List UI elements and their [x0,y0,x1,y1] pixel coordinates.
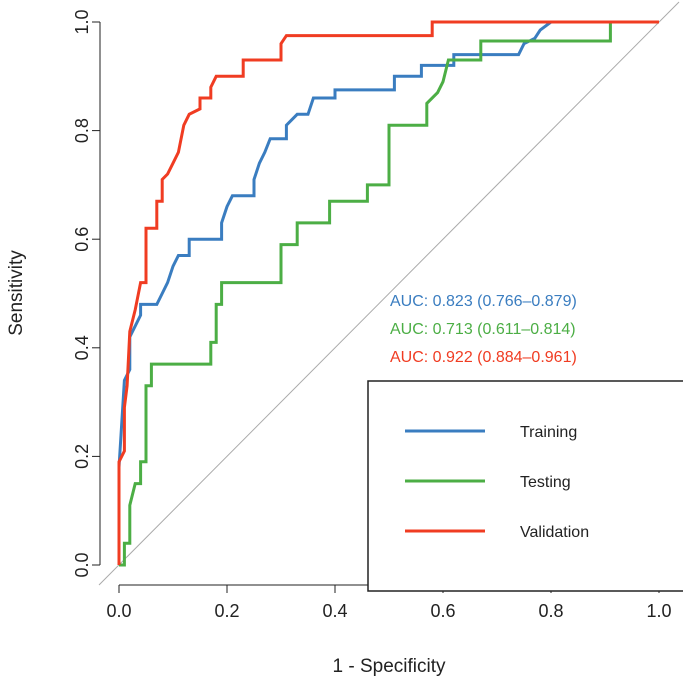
y-tick-label: 0.6 [72,227,92,252]
x-tick-label: 0.0 [106,601,131,621]
legend-box [367,380,683,592]
y-axis-label: Sensitivity [6,250,27,336]
y-tick-label: 0.8 [72,118,92,143]
roc-curve-training [117,20,659,565]
auc-label-testing: AUC: 0.713 (0.611–0.814) [390,321,576,338]
auc-label-training: AUC: 0.823 (0.766–0.879) [390,293,577,310]
y-axis: 0.0 0.2 0.4 0.6 0.8 1.0 [72,9,101,578]
x-axis-label: 1 - Specificity [333,656,446,677]
y-tick-label: 1.0 [72,9,92,34]
legend-label-validation: Validation [520,524,589,541]
y-tick-label: 0.2 [72,444,92,469]
x-tick-label: 1.0 [646,601,671,621]
legend-label-training: Training [520,424,577,441]
diagonal-reference-line [98,1,680,586]
roc-curve-testing [119,20,659,567]
auc-label-validation: AUC: 0.922 (0.884–0.961) [390,349,577,366]
x-tick-label: 0.4 [322,601,347,621]
x-tick-label: 0.8 [538,601,563,621]
roc-curve-validation [117,20,659,565]
x-tick-label: 0.6 [430,601,455,621]
y-tick-label: 0.4 [72,335,92,360]
x-tick-label: 0.2 [214,601,239,621]
y-tick-label: 0.0 [72,552,92,577]
legend-label-testing: Testing [520,474,571,491]
